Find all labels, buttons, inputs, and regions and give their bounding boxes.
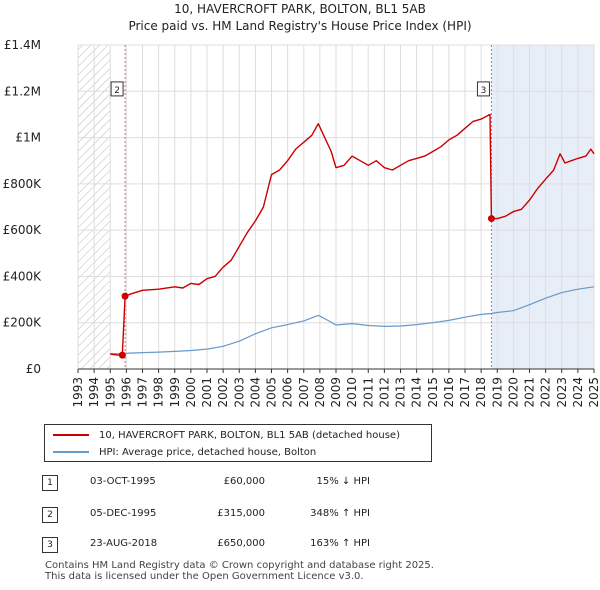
- x-tick-label: 2022: [539, 377, 553, 408]
- sale-date: 03-OCT-1995: [90, 476, 156, 487]
- table-row: 2 05-DEC-1995 £315,000 348% ↑ HPI: [0, 505, 600, 525]
- x-tick-label: 2017: [458, 377, 472, 408]
- x-tick-label: 2001: [200, 377, 214, 408]
- x-tick-label: 2020: [506, 377, 520, 408]
- footer: Contains HM Land Registry data © Crown c…: [45, 560, 434, 582]
- x-tick-label: 2006: [281, 377, 295, 408]
- x-tick-label: 2021: [523, 377, 537, 408]
- x-tick-label: 2002: [216, 377, 230, 408]
- x-tick-label: 2007: [297, 377, 311, 408]
- sale-hpi-change: 15% ↓ HPI: [316, 476, 370, 487]
- chart-subtitle: Price paid vs. HM Land Registry's House …: [128, 19, 472, 33]
- sale-price: £650,000: [217, 538, 265, 549]
- legend-swatch-hpi: [53, 451, 89, 453]
- x-tick-label: 1998: [152, 377, 166, 408]
- chart-callout-box: [476, 81, 490, 97]
- table-row: 3 23-AUG-2018 £650,000 163% ↑ HPI: [0, 535, 600, 555]
- y-tick-label: £600K: [3, 223, 43, 237]
- x-tick-label: 1996: [119, 377, 133, 408]
- x-tick-label: 2008: [313, 377, 327, 408]
- chart-title: 10, HAVERCROFT PARK, BOLTON, BL1 5AB: [174, 2, 426, 16]
- series-line-hpi: [110, 286, 595, 355]
- x-tick-label: 2024: [571, 377, 585, 408]
- sale-point: [118, 351, 126, 359]
- x-tick-label: 2025: [587, 377, 600, 408]
- x-tick-label: 2004: [248, 377, 262, 408]
- legend-label-hpi: HPI: Average price, detached house, Bolt…: [99, 446, 317, 458]
- shaded-region: [491, 45, 594, 369]
- x-tick-label: 2012: [377, 377, 391, 408]
- footer-license: This data is licensed under the Open Gov…: [45, 571, 364, 582]
- y-tick-label: £0: [26, 362, 41, 376]
- y-tick-label: £200K: [3, 316, 43, 330]
- x-tick-label: 2014: [410, 377, 424, 408]
- sale-hpi-change: 348% ↑ HPI: [310, 508, 370, 519]
- sale-date: 23-AUG-2018: [90, 538, 158, 549]
- y-tick-label: £1.4M: [4, 38, 41, 52]
- sale-badge: 3: [42, 537, 58, 553]
- sale-hpi-change: 163% ↑ HPI: [310, 538, 370, 549]
- x-tick-label: 1995: [103, 377, 117, 408]
- x-tick-label: 1993: [71, 377, 85, 408]
- legend-item-hpi: HPI: Average price, detached house, Bolt…: [53, 444, 316, 460]
- x-tick-label: 2003: [232, 377, 246, 408]
- legend-swatch-property: [53, 434, 89, 436]
- sale-price: £60,000: [223, 476, 265, 487]
- y-tick-label: £1M: [15, 131, 41, 145]
- x-tick-label: 2005: [265, 377, 279, 408]
- sale-badge: 2: [42, 507, 58, 523]
- sale-date: 05-DEC-1995: [90, 508, 157, 519]
- x-tick-label: 1999: [168, 377, 182, 408]
- x-tick-label: 2016: [442, 377, 456, 408]
- chart-callout-box: [110, 81, 124, 97]
- chart-callout-label: 3: [481, 86, 487, 96]
- legend-item-property: 10, HAVERCROFT PARK, BOLTON, BL1 5AB (de…: [53, 427, 400, 443]
- x-tick-label: 2015: [426, 377, 440, 408]
- x-tick-label: 2023: [555, 377, 569, 408]
- x-tick-label: 2011: [361, 377, 375, 408]
- x-tick-label: 1997: [136, 377, 150, 408]
- sale-price: £315,000: [217, 508, 265, 519]
- sale-point: [121, 292, 129, 300]
- chart-callout-label: 2: [114, 86, 120, 96]
- price-chart: 2 3 £0 £200K £400K £600K £800K £1M £1.2M £1.4M 19…: [3, 38, 600, 408]
- x-tick-label: 1994: [87, 377, 101, 408]
- y-tick-label: £1.2M: [4, 84, 41, 98]
- legend-label-property: 10, HAVERCROFT PARK, BOLTON, BL1 5AB (de…: [99, 429, 400, 441]
- sale-badge: 1: [42, 475, 58, 491]
- x-tick-label: 2000: [184, 377, 198, 408]
- x-tick-label: 2010: [345, 377, 359, 408]
- y-tick-label: £800K: [3, 177, 43, 191]
- y-tick-label: £400K: [3, 269, 43, 283]
- legend: 10, HAVERCROFT PARK, BOLTON, BL1 5AB (de…: [44, 424, 432, 462]
- series-line-property: [110, 113, 595, 356]
- x-tick-label: 2013: [394, 377, 408, 408]
- footer-copyright: Contains HM Land Registry data © Crown c…: [45, 560, 434, 571]
- sale-point: [487, 215, 495, 223]
- x-tick-label: 2018: [474, 377, 488, 408]
- x-tick-label: 2019: [490, 377, 504, 408]
- table-row: 1 03-OCT-1995 £60,000 15% ↓ HPI: [0, 473, 600, 493]
- x-tick-label: 2009: [329, 377, 343, 408]
